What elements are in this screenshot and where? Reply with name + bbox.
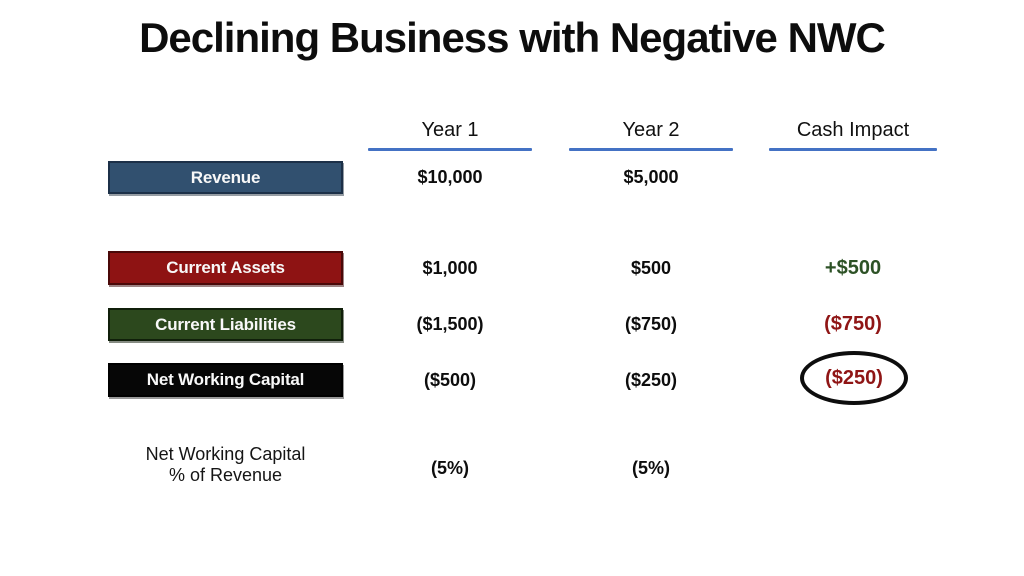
row-label-net-working-capital: Net Working Capital (146, 370, 305, 389)
header-underline-year1 (368, 148, 532, 151)
row-label-box-current-liabilities: Current Liabilities (108, 308, 343, 341)
row-label-nwc-percent-of-revenue: Net Working Capital % of Revenue (108, 444, 343, 486)
nwc-percent-label-line1: Net Working Capital (145, 444, 306, 464)
row-label-box-net-working-capital: Net Working Capital (108, 363, 343, 397)
cell-nwc-percent-year2: (5%) (631, 457, 670, 478)
row-label-current-liabilities: Current Liabilities (155, 314, 296, 334)
cell-current-liabilities-year2: ($750) (624, 314, 678, 334)
column-header-year1: Year 1 (421, 119, 479, 141)
nwc-percent-label-line2: % of Revenue (168, 465, 283, 485)
row-label-box-revenue: Revenue (108, 161, 343, 194)
row-label-current-assets: Current Assets (166, 258, 285, 277)
header-underline-cash-impact (769, 148, 937, 151)
row-label-revenue: Revenue (190, 167, 261, 187)
row-label-box-current-assets: Current Assets (108, 251, 343, 285)
cell-current-liabilities-cash-impact: ($750) (824, 313, 882, 335)
header-underline-year2 (569, 148, 733, 151)
column-header-cash-impact: Cash Impact (796, 119, 910, 141)
cell-revenue-year1: $10,000 (417, 167, 483, 187)
cell-net-working-capital-year1: ($500) (423, 369, 477, 390)
cell-current-assets-year2: $500 (630, 257, 672, 278)
cell-net-working-capital-year2: ($250) (624, 369, 678, 390)
column-header-year2: Year 2 (622, 119, 680, 141)
cell-current-assets-year1: $1,000 (422, 257, 478, 278)
page-title: Declining Business with Negative NWC (139, 14, 886, 61)
cell-current-assets-cash-impact: +$500 (824, 256, 882, 279)
cell-revenue-year2: $5,000 (623, 167, 679, 187)
cell-nwc-percent-year1: (5%) (430, 457, 469, 478)
cell-current-liabilities-year1: ($1,500) (416, 314, 484, 334)
circle-annotation: ($250) (800, 351, 908, 405)
cell-net-working-capital-cash-impact: ($250) (825, 366, 883, 389)
